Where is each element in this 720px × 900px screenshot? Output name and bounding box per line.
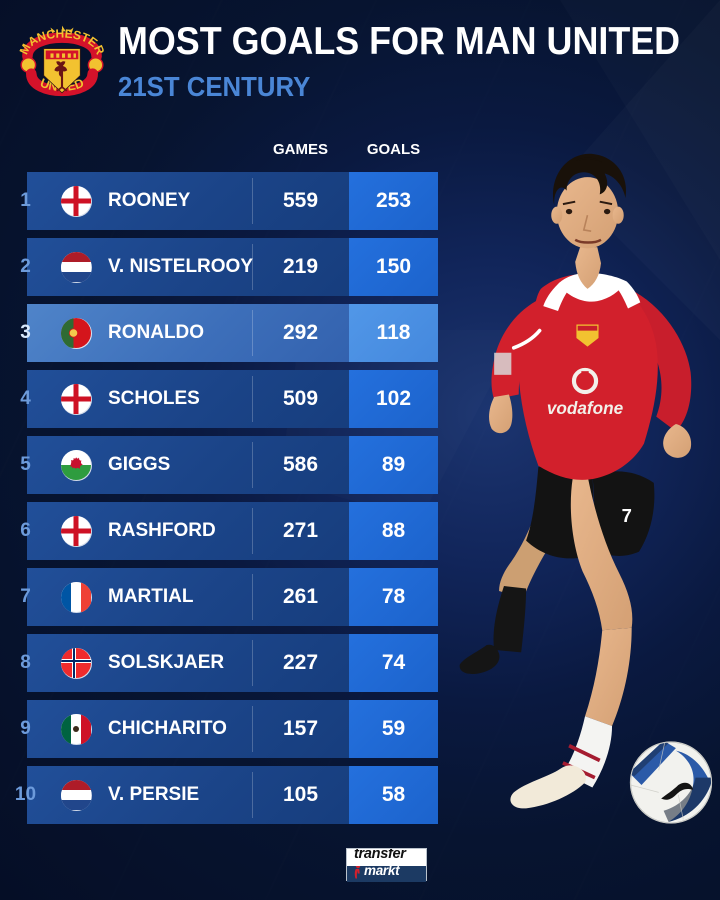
svg-text:vodafone: vodafone (547, 398, 624, 418)
svg-text:7: 7 (622, 505, 632, 526)
